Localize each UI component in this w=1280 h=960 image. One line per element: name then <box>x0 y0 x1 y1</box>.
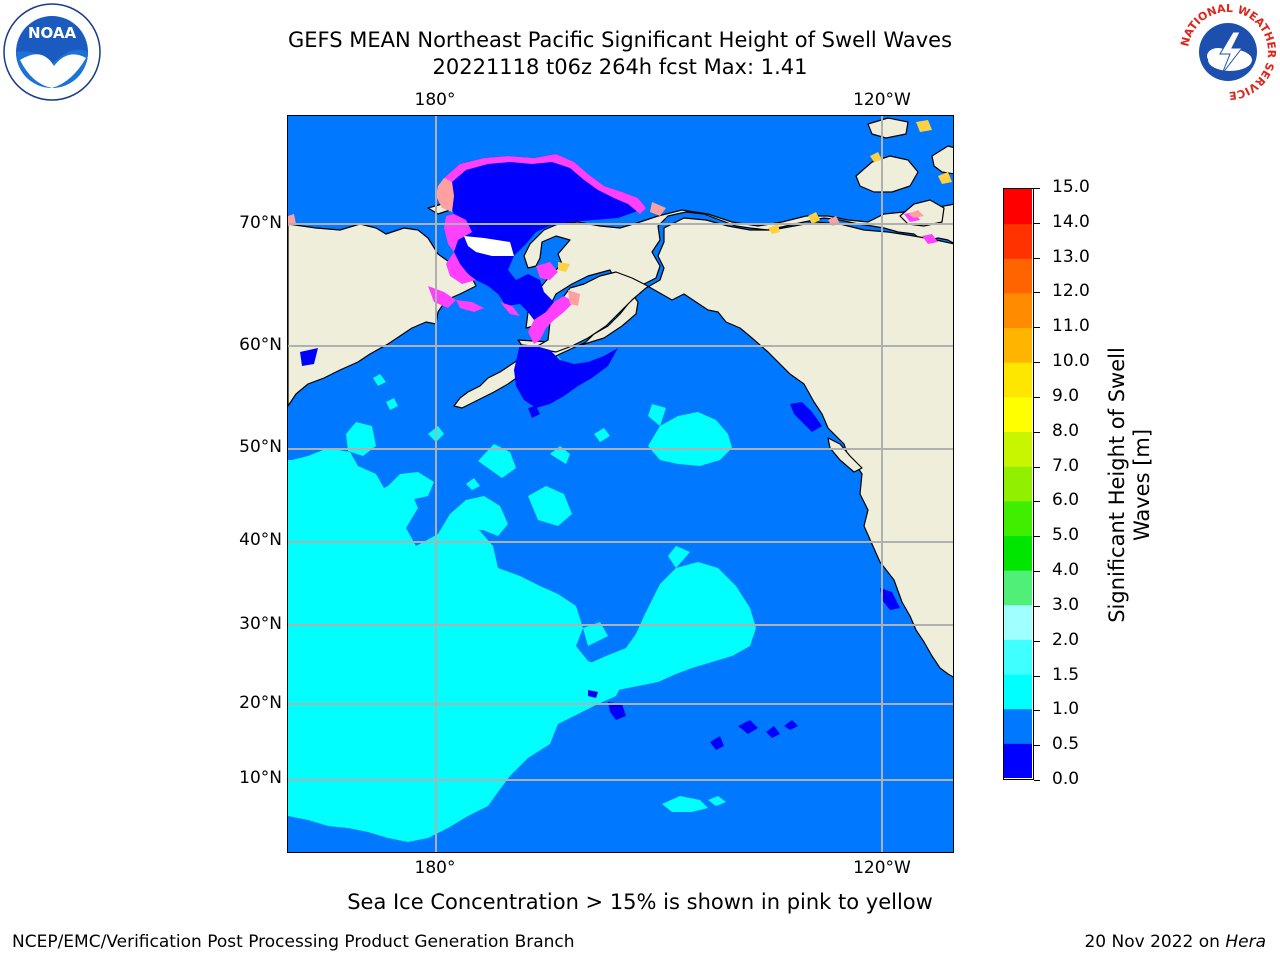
colorbar-swatch-0 <box>1004 743 1032 779</box>
noaa-logo-text: NOAA <box>28 24 77 42</box>
land-area <box>288 117 953 678</box>
lat-tick-30n: 30°N <box>239 614 282 634</box>
colorbar-tick-label: 4.0 <box>1052 560 1080 581</box>
colorbar-swatch-13 <box>1004 292 1032 329</box>
lon-tick-top-180: 180° <box>414 90 456 110</box>
colorbar-tick-label: 12.0 <box>1052 281 1090 302</box>
colorbar-swatch-3 <box>1004 639 1032 675</box>
lon-tick-bottom-120w: 120°W <box>853 858 911 878</box>
footer-machine: Hera <box>1225 932 1266 952</box>
colorbar-tick-label: 9.0 <box>1052 385 1080 406</box>
colorbar-label-line2: Waves [m] <box>1130 428 1154 542</box>
colorbar-swatch-14 <box>1004 258 1032 294</box>
map-gridlines <box>288 116 953 852</box>
colorbar-swatch-6 <box>1004 535 1032 571</box>
colorbar-swatch-2 <box>1004 674 1032 710</box>
nws-logo: NATIONAL WEATHER SERVICE <box>1178 2 1278 102</box>
colorbar-tick-label: 8.0 <box>1052 420 1080 441</box>
colorbar-swatch-15 <box>1004 223 1032 259</box>
colorbar-swatch-5 <box>1004 570 1032 606</box>
colorbar-tick-label: 7.0 <box>1052 455 1080 476</box>
footer-left: NCEP/EMC/Verification Post Processing Pr… <box>12 932 575 952</box>
colorbar-tick-label: 1.0 <box>1052 699 1080 720</box>
footer-date: 20 Nov 2022 on <box>1084 932 1226 952</box>
chart-subtitle: 20221118 t06z 264h fcst Max: 1.41 <box>432 55 808 79</box>
colorbar-swatch-9 <box>1004 431 1032 467</box>
colorbar-swatches <box>1004 189 1032 779</box>
colorbar <box>1003 188 1034 780</box>
colorbar-tick-label: 1.5 <box>1052 664 1080 685</box>
lat-tick-50n: 50°N <box>239 437 282 457</box>
colorbar-tick-label: 10.0 <box>1052 351 1090 372</box>
lat-tick-20n: 20°N <box>239 693 282 713</box>
colorbar-tick-label: 14.0 <box>1052 211 1090 232</box>
lon-tick-top-120w: 120°W <box>853 90 911 110</box>
sea-ice-caption: Sea Ice Concentration > 15% is shown in … <box>347 890 933 914</box>
lat-tick-70n: 70°N <box>239 213 282 233</box>
colorbar-tick-label: 6.0 <box>1052 490 1080 511</box>
colorbar-tick-label: 3.0 <box>1052 594 1080 615</box>
lat-tick-10n: 10°N <box>239 768 282 788</box>
swell-region-0-0-5m <box>300 154 900 750</box>
colorbar-tick-labels: 0.0 0.5 1.0 1.5 2.0 3.0 4.0 5.0 6.0 7.0 8.0 9.0 10.0… <box>1034 177 1094 789</box>
colorbar-label-line1: Significant Height of Swell <box>1105 347 1129 623</box>
colorbar-swatch-8 <box>1004 466 1032 502</box>
colorbar-tick-label: 0.5 <box>1052 734 1080 755</box>
colorbar-tick-label: 5.0 <box>1052 525 1080 546</box>
chart-title: GEFS MEAN Northeast Pacific Significant … <box>287 28 953 52</box>
colorbar-swatch-12 <box>1004 327 1032 363</box>
lat-tick-40n: 40°N <box>239 530 282 550</box>
colorbar-tick-label: 2.0 <box>1052 629 1080 650</box>
footer-right: 20 Nov 2022 on Hera <box>1084 932 1266 952</box>
noaa-logo: NOAA <box>2 2 102 102</box>
lon-tick-bottom-180: 180° <box>414 858 456 878</box>
colorbar-swatch-11 <box>1004 362 1032 398</box>
colorbar-swatch-1 <box>1004 708 1032 744</box>
colorbar-tick-label: 11.0 <box>1052 316 1090 337</box>
colorbar-tick-label: 13.0 <box>1052 246 1090 267</box>
colorbar-tick-label: 15.0 <box>1052 177 1090 197</box>
colorbar-tick-label: 0.0 <box>1052 769 1080 789</box>
colorbar-swatch-16 <box>1004 189 1032 225</box>
colorbar-swatch-7 <box>1004 500 1032 536</box>
swell-height-map <box>287 115 954 853</box>
colorbar-swatch-4 <box>1004 604 1032 640</box>
lat-tick-60n: 60°N <box>239 335 282 355</box>
colorbar-swatch-10 <box>1004 396 1032 433</box>
